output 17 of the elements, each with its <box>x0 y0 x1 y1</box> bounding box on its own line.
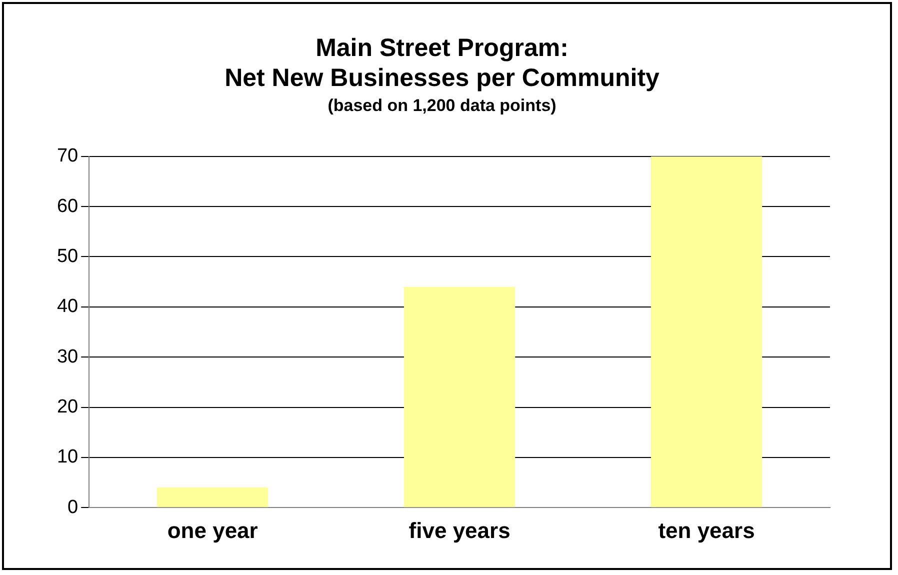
y-tick-label: 70 <box>56 146 78 167</box>
text: Net New Businesses per Community <box>224 64 660 92</box>
x-tick-label: one year <box>167 518 258 543</box>
y-tick-label: 60 <box>56 196 78 217</box>
chart-subtitle: (based on 1,200 data points) <box>328 96 556 115</box>
bar <box>404 286 516 508</box>
text: Main Street Program: <box>316 34 568 62</box>
y-tick-label: 40 <box>56 296 78 318</box>
y-tick-label: 0 <box>68 496 78 518</box>
bar <box>650 156 762 508</box>
y-tick-label: 10 <box>56 446 78 468</box>
x-tick-label: ten years <box>658 518 755 543</box>
bar <box>157 488 268 508</box>
y-tick-label: 50 <box>56 246 78 267</box>
x-tick-label: five years <box>408 518 510 543</box>
y-tick-label: 30 <box>56 346 78 368</box>
y-tick-label: 20 <box>56 396 78 418</box>
